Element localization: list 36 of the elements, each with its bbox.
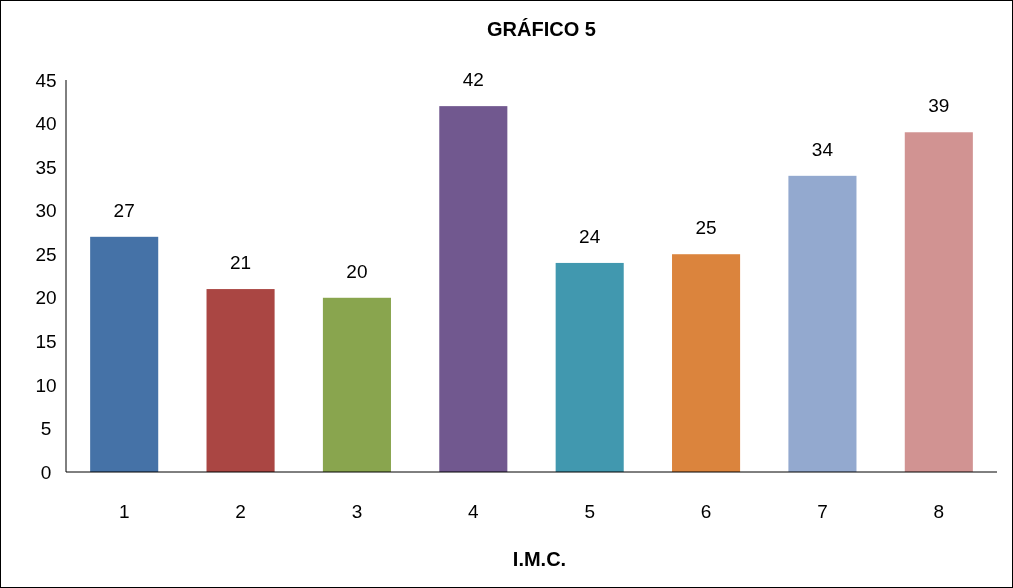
x-tick-label: 1: [118, 501, 130, 522]
y-tick-label: 25: [35, 243, 57, 265]
bar: [90, 236, 159, 472]
data-label: 34: [811, 138, 834, 160]
data-label: 20: [346, 260, 368, 282]
bar: [206, 289, 275, 472]
x-tick-label: 4: [468, 501, 480, 522]
x-tick-label: 8: [933, 501, 945, 522]
x-tick-label: 5: [584, 501, 595, 522]
data-label: 39: [928, 95, 950, 117]
x-tick-label: 2: [235, 501, 246, 522]
bar: [439, 106, 508, 472]
y-tick-label: 15: [35, 330, 57, 352]
data-label: 21: [229, 252, 252, 274]
x-tick-label: 3: [351, 501, 363, 522]
bar: [788, 175, 857, 472]
data-label: 24: [579, 225, 601, 247]
bar: [672, 254, 741, 472]
x-axis-title: I.M.C.: [512, 548, 567, 570]
y-tick-label: 5: [40, 418, 52, 440]
data-label: 25: [695, 217, 717, 239]
y-tick-label: 10: [35, 374, 57, 396]
bar: [555, 262, 624, 472]
x-tick-label: 6: [700, 501, 712, 522]
bar: [904, 132, 973, 472]
data-label: 27: [113, 199, 135, 221]
x-tick-label: 7: [817, 501, 828, 522]
bar: [322, 297, 391, 472]
y-tick-label: 30: [35, 200, 57, 222]
data-label: 42: [462, 69, 484, 91]
y-tick-label: 20: [35, 287, 57, 309]
chart-title: GRÁFICO 5: [487, 18, 596, 40]
y-tick-label: 0: [40, 461, 52, 483]
y-tick-label: 40: [35, 113, 57, 135]
y-tick-label: 35: [35, 156, 57, 178]
y-tick-label: 45: [35, 69, 57, 91]
